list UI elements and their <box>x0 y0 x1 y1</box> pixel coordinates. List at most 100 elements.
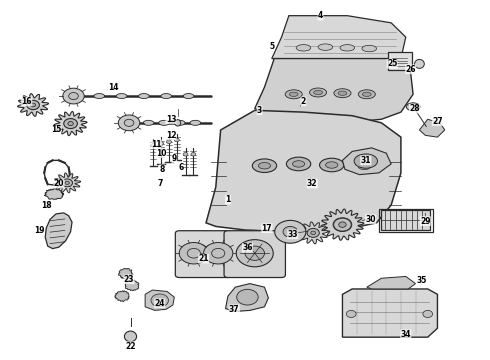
Text: 2: 2 <box>301 97 306 106</box>
Text: 29: 29 <box>420 217 431 226</box>
Ellipse shape <box>174 120 185 125</box>
Text: 17: 17 <box>262 224 272 233</box>
Circle shape <box>151 294 169 307</box>
Circle shape <box>68 122 74 126</box>
Ellipse shape <box>406 103 420 111</box>
Ellipse shape <box>293 161 305 167</box>
Circle shape <box>237 289 258 305</box>
Ellipse shape <box>334 89 351 98</box>
Text: 5: 5 <box>269 41 274 50</box>
Polygon shape <box>115 291 129 302</box>
Text: 26: 26 <box>405 65 416 74</box>
Circle shape <box>423 310 433 318</box>
Ellipse shape <box>252 159 277 172</box>
Ellipse shape <box>296 45 311 51</box>
Ellipse shape <box>358 90 375 99</box>
Text: 16: 16 <box>22 97 32 106</box>
Text: 4: 4 <box>318 11 323 20</box>
Polygon shape <box>272 16 406 66</box>
Polygon shape <box>125 280 139 291</box>
Ellipse shape <box>340 45 355 51</box>
Text: 15: 15 <box>51 126 61 135</box>
Ellipse shape <box>258 162 270 169</box>
Ellipse shape <box>183 94 194 99</box>
Text: 14: 14 <box>108 83 119 92</box>
Text: 37: 37 <box>229 305 240 314</box>
Text: 19: 19 <box>34 225 45 234</box>
Polygon shape <box>145 290 174 310</box>
Text: 23: 23 <box>124 275 134 284</box>
Polygon shape <box>343 289 438 337</box>
Text: 9: 9 <box>172 154 177 163</box>
Text: 24: 24 <box>154 299 165 308</box>
Text: 32: 32 <box>307 179 318 188</box>
Text: 10: 10 <box>156 149 167 158</box>
Polygon shape <box>343 148 391 175</box>
Circle shape <box>64 118 77 129</box>
Circle shape <box>187 248 200 258</box>
Text: 35: 35 <box>416 276 427 285</box>
Circle shape <box>283 226 297 237</box>
Circle shape <box>339 222 346 228</box>
Ellipse shape <box>314 90 322 95</box>
Ellipse shape <box>289 92 298 96</box>
Circle shape <box>236 240 273 267</box>
Ellipse shape <box>362 45 376 52</box>
Circle shape <box>307 228 319 237</box>
Polygon shape <box>298 222 328 244</box>
Text: 6: 6 <box>178 163 183 172</box>
Circle shape <box>174 138 179 142</box>
Polygon shape <box>18 94 49 116</box>
FancyBboxPatch shape <box>224 231 286 278</box>
Text: 36: 36 <box>242 243 253 252</box>
Text: 3: 3 <box>257 106 262 115</box>
Circle shape <box>63 88 84 104</box>
Text: 25: 25 <box>387 59 397 68</box>
Text: 33: 33 <box>288 230 298 239</box>
Polygon shape <box>381 210 430 230</box>
Ellipse shape <box>190 120 201 125</box>
Polygon shape <box>419 119 445 137</box>
Circle shape <box>151 144 156 147</box>
Circle shape <box>311 231 316 235</box>
Circle shape <box>159 142 164 145</box>
Polygon shape <box>255 59 413 123</box>
Text: 22: 22 <box>125 342 136 351</box>
Circle shape <box>203 243 233 264</box>
Ellipse shape <box>310 88 327 97</box>
Ellipse shape <box>318 44 333 50</box>
Circle shape <box>346 310 356 318</box>
Ellipse shape <box>94 94 104 99</box>
Text: 30: 30 <box>366 215 376 224</box>
FancyBboxPatch shape <box>388 53 412 70</box>
Text: 18: 18 <box>41 201 51 210</box>
Text: 34: 34 <box>400 330 411 339</box>
Circle shape <box>191 153 196 156</box>
Ellipse shape <box>338 91 347 95</box>
Polygon shape <box>45 189 64 199</box>
Circle shape <box>62 179 73 187</box>
Circle shape <box>124 119 134 126</box>
Text: 13: 13 <box>166 115 176 124</box>
Text: 31: 31 <box>361 156 371 165</box>
Ellipse shape <box>143 120 154 125</box>
Polygon shape <box>54 112 87 136</box>
Text: 7: 7 <box>157 179 162 188</box>
Text: 21: 21 <box>198 254 209 263</box>
Text: 8: 8 <box>159 165 165 174</box>
Circle shape <box>179 243 208 264</box>
Ellipse shape <box>354 154 377 168</box>
Circle shape <box>333 218 352 231</box>
Polygon shape <box>225 284 269 311</box>
Circle shape <box>212 248 225 258</box>
Ellipse shape <box>124 331 137 342</box>
Circle shape <box>30 103 36 107</box>
Ellipse shape <box>175 120 181 126</box>
Circle shape <box>245 246 265 260</box>
Ellipse shape <box>358 163 370 170</box>
Polygon shape <box>119 268 133 279</box>
Ellipse shape <box>285 90 302 99</box>
Text: 11: 11 <box>151 140 162 149</box>
Ellipse shape <box>326 162 338 168</box>
Circle shape <box>27 100 39 110</box>
